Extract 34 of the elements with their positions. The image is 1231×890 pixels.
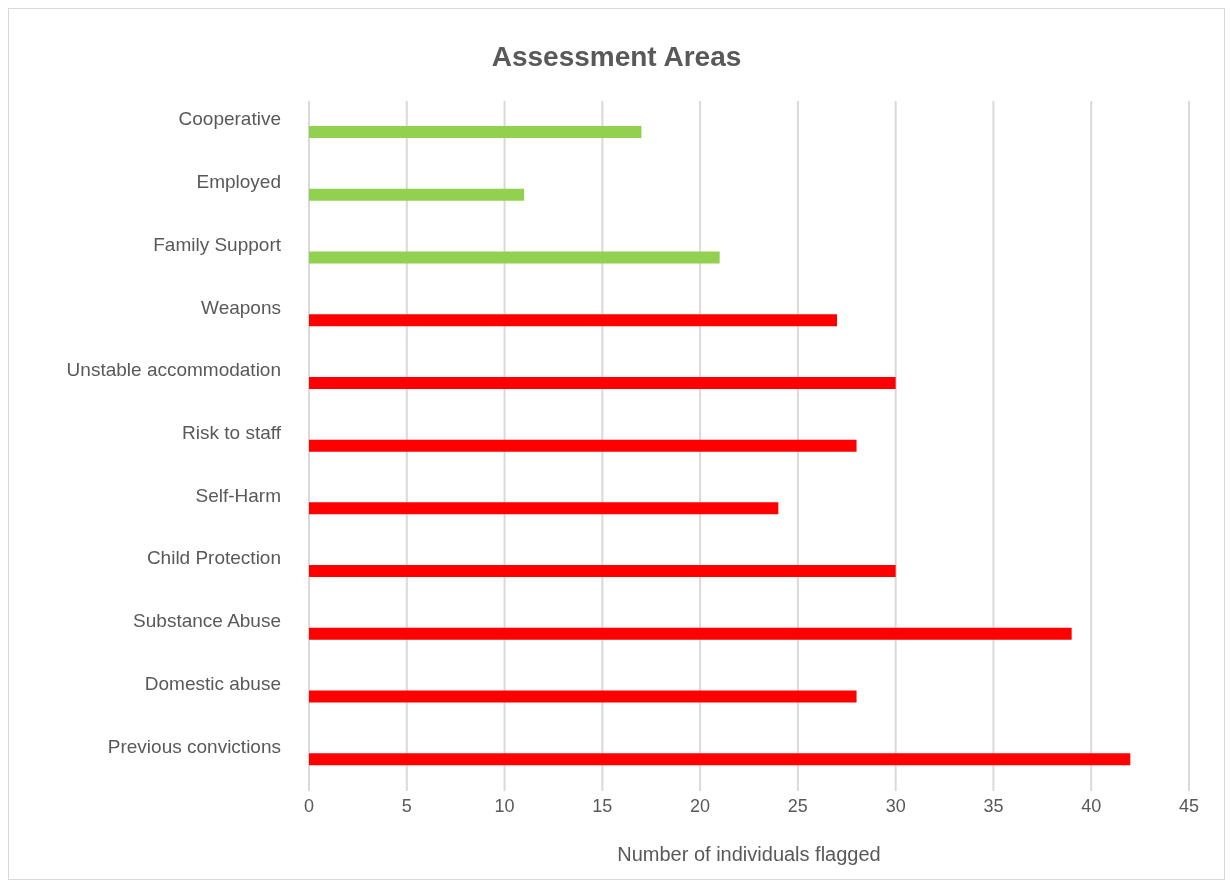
y-tick-label: Domestic abuse <box>144 672 281 694</box>
x-axis-title: Number of individuals flagged <box>617 843 881 865</box>
bar <box>309 690 857 703</box>
x-tick-label: 25 <box>787 795 808 816</box>
y-tick-label: Child Protection <box>146 547 281 569</box>
x-tick-label: 10 <box>494 795 515 816</box>
y-tick-label: Family Support <box>153 233 282 255</box>
bar <box>309 376 896 389</box>
y-tick-label: Self-Harm <box>195 484 281 506</box>
bar <box>309 314 837 327</box>
y-tick-label: Risk to staff <box>182 422 282 444</box>
x-tick-label: 40 <box>1081 795 1102 816</box>
x-tick-label: 45 <box>1178 795 1200 816</box>
y-tick-label: Employed <box>196 171 281 193</box>
y-tick-label: Previous convictions <box>107 735 281 757</box>
bar <box>309 439 857 452</box>
x-tick-label: 20 <box>690 795 711 816</box>
chart-title: Assessment Areas <box>490 40 743 74</box>
x-tick-label: 5 <box>401 795 412 816</box>
x-tick-label: 0 <box>303 795 315 816</box>
bar <box>309 251 720 264</box>
x-tick-label: 35 <box>983 795 1004 816</box>
bar <box>309 502 779 515</box>
x-tick-label: 30 <box>885 795 906 816</box>
x-tick-label: 15 <box>592 795 613 816</box>
y-tick-label: Substance Abuse <box>133 610 281 632</box>
bar <box>309 753 1131 766</box>
bar <box>309 627 1072 640</box>
bar <box>309 565 896 578</box>
y-tick-label: Unstable accommodation <box>66 359 281 381</box>
y-tick-label: Weapons <box>201 296 281 318</box>
bar <box>309 126 642 138</box>
bar <box>309 188 525 201</box>
y-tick-label: Cooperative <box>178 108 281 130</box>
